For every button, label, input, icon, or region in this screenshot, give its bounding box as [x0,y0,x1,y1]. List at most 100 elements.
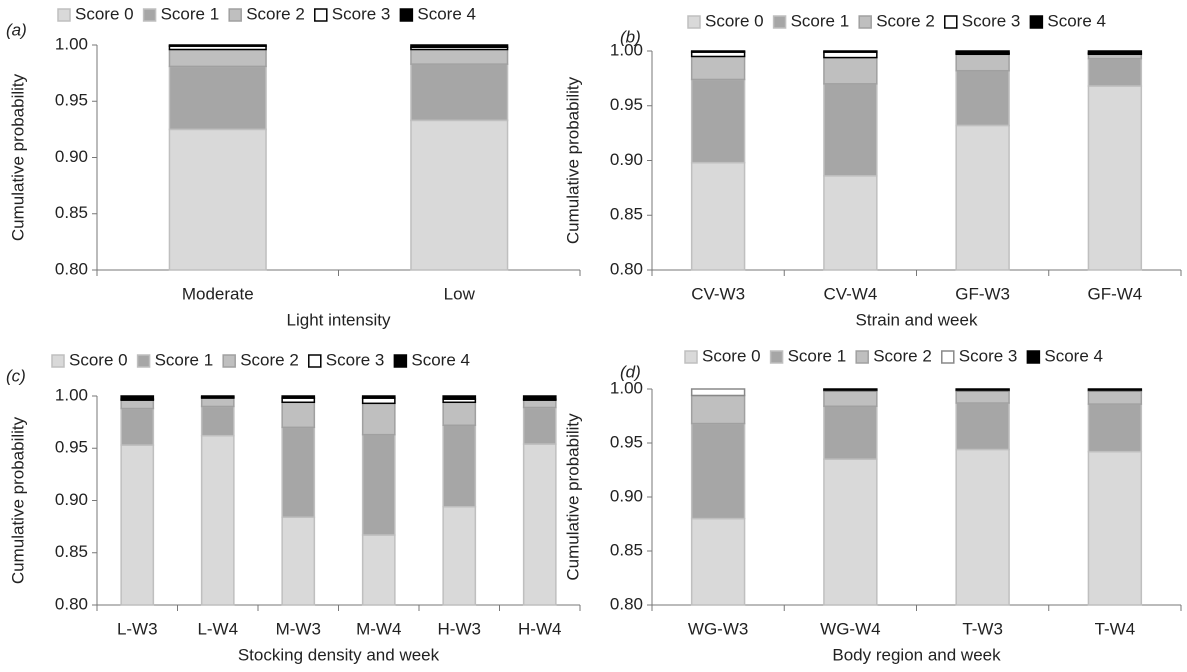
bar-segment [955,448,1010,606]
y-tick-label: 0.80 [610,594,643,613]
legend-label: Score 0 [702,346,761,365]
legend-label: Score 0 [705,11,764,30]
bar-segment [442,401,477,427]
bar-segment [410,44,509,48]
legend-label: Score 3 [962,11,1021,30]
bar-segment [168,65,267,131]
legend-label: Score 0 [75,4,134,23]
legend-swatch [228,8,242,22]
y-tick-label: 0.90 [610,150,643,169]
legend-label: Score 3 [959,346,1018,365]
legend-swatch [687,15,701,29]
bar-segment [410,63,509,122]
bar-segment [442,395,477,400]
x-axis-label: Light intensity [287,310,391,329]
y-axis-label: Cumulative probability [8,73,27,241]
legend-swatch [222,354,236,368]
bar-segment [522,443,557,606]
bar-segment [690,55,746,81]
y-tick-label: 0.85 [55,542,88,561]
bar-segment [1087,57,1143,87]
legend-swatch [1029,15,1044,29]
legend-swatch [308,354,322,368]
y-tick-label: 0.90 [55,147,88,166]
y-tick-label: 0.90 [610,486,643,505]
y-tick-label: 0.80 [55,259,88,278]
bar-segment [361,534,396,606]
legend-label: Score 2 [876,11,935,30]
y-tick-label: 0.95 [610,432,643,451]
legend-swatch [769,350,784,364]
legend-label: Score 4 [1044,346,1103,365]
x-tick-label: WG-W3 [688,619,748,638]
x-tick-label: GF-W4 [1087,284,1142,303]
bar-segment [361,402,396,436]
legend-label: Score 2 [873,346,932,365]
bar-segment [120,407,155,446]
y-tick-label: 0.85 [610,205,643,224]
x-tick-label: T-W4 [1095,619,1136,638]
legend-swatch [136,354,151,368]
bar-segment [955,50,1010,54]
bar-segment [690,517,746,606]
legend-swatch [314,8,328,22]
legend-swatch [684,350,698,364]
y-tick-label: 1.00 [55,34,88,53]
legend-swatch [393,354,408,368]
y-tick-label: 0.90 [55,490,88,509]
bar-segment [120,395,155,400]
bar-segment [281,516,316,606]
x-axis-label: Stocking density and week [238,645,440,664]
x-tick-label: L-W4 [197,619,238,638]
panel-label: (b) [620,27,641,46]
bar-segment [1087,388,1143,391]
legend-swatch [944,15,958,29]
legend-label: Score 1 [161,4,220,23]
x-tick-label: M-W4 [356,619,401,638]
bar-segment [823,390,878,408]
x-tick-label: L-W3 [117,619,158,638]
panel-label: (d) [620,362,641,381]
bar-segment [522,406,557,445]
bar-segment [442,506,477,606]
bar-segment [690,422,746,520]
bar-segment [200,405,235,437]
y-tick-label: 0.85 [55,203,88,222]
y-tick-label: 1.00 [55,385,88,404]
legend-swatch [1026,350,1041,364]
bar-segment [410,48,509,65]
x-axis-label: Strain and week [856,310,978,329]
bar-segment [823,51,878,59]
y-tick-label: 0.95 [610,95,643,114]
bar-segment [361,433,396,536]
bar-segment [823,175,878,271]
legend-label: Score 1 [788,346,847,365]
y-tick-label: 0.95 [55,91,88,110]
bar-segment [200,434,235,606]
y-tick-label: 1.00 [610,40,643,59]
bar-segment [410,119,509,271]
legend-label: Score 3 [332,4,391,23]
legend-label: Score 4 [417,4,476,23]
y-tick-label: 0.80 [55,594,88,613]
bar-segment [442,424,477,508]
bar-segment [1087,403,1143,453]
bar-segment [690,394,746,425]
panel-label: (a) [6,20,27,39]
bar-segment [281,395,316,399]
legend-label: Score 1 [791,11,850,30]
bar-segment [1087,50,1143,54]
legend-swatch [399,8,414,22]
legend-swatch [51,354,65,368]
x-tick-label: H-W4 [518,619,561,638]
bar-segment [120,444,155,606]
y-tick-label: 0.85 [610,540,643,559]
bar-segment [1087,450,1143,606]
legend-label: Score 0 [69,350,128,369]
bar-segment [955,390,1010,404]
x-tick-label: H-W3 [438,619,481,638]
legend-swatch [772,15,787,29]
x-tick-label: GF-W3 [955,284,1010,303]
legend-swatch [858,15,872,29]
